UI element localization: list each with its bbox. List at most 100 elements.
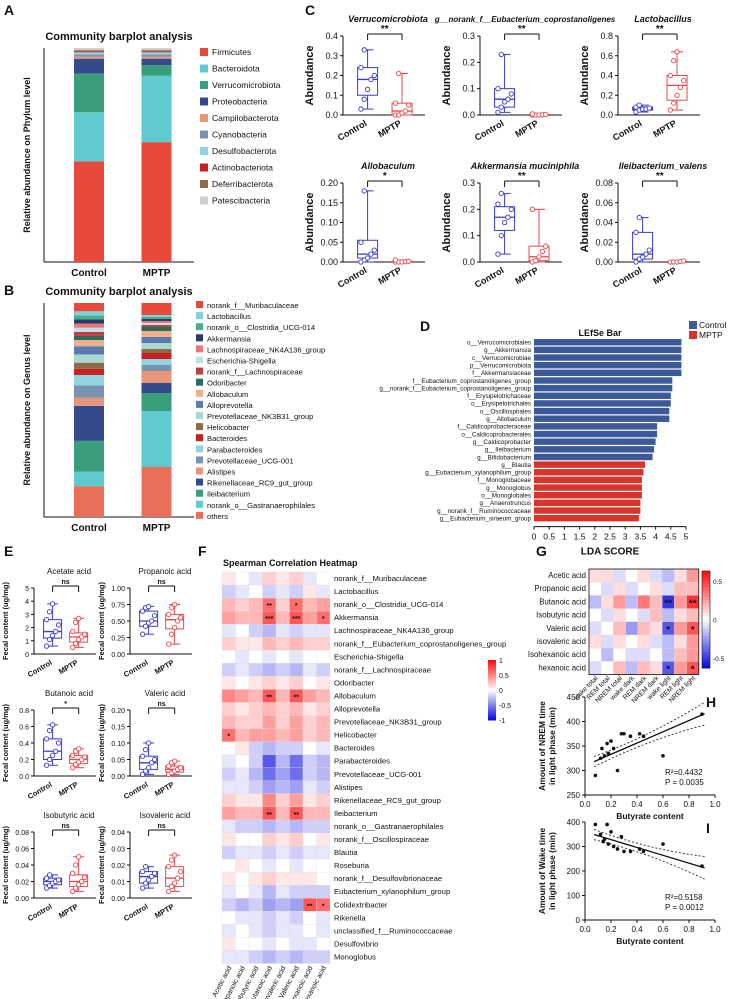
heat-cell <box>275 898 290 912</box>
legend-label: Helicobacter <box>207 423 250 432</box>
scale-step <box>702 574 710 578</box>
scale-step <box>702 619 710 624</box>
heat-cell <box>302 715 317 729</box>
lda-bar-label: g__Caldicoprobacter <box>473 439 531 446</box>
data-point <box>619 731 624 736</box>
data-point <box>72 619 79 625</box>
heat-cell <box>221 741 236 755</box>
row-label: Allobaculum <box>334 691 376 700</box>
x-tick-label: 4 <box>653 532 658 542</box>
data-point <box>358 239 364 245</box>
heat-cell <box>221 624 236 638</box>
legend-label: Patescibacteria <box>212 196 270 206</box>
scale-step <box>702 645 710 650</box>
legend-swatch <box>200 196 208 205</box>
heat-cell <box>248 637 263 651</box>
heat-cell <box>601 648 614 662</box>
y-tick-label: 250 <box>567 791 581 800</box>
y-tick-label: 0.50 <box>111 619 125 626</box>
data-point <box>643 251 649 257</box>
stack-segment <box>141 383 172 393</box>
data-point <box>661 842 665 846</box>
heat-cell <box>302 858 317 873</box>
y-axis-label: Abundance <box>579 193 591 253</box>
y-tick-label: 0.15 <box>320 198 338 208</box>
heat-cell <box>674 582 687 596</box>
lda-bar-label: g__Anaerotruncus <box>480 500 531 507</box>
stack-segment <box>74 471 104 487</box>
heat-cell <box>262 924 277 938</box>
box-iqr <box>357 67 379 96</box>
y-tick-label: 0.04 <box>111 830 125 837</box>
heat-cell <box>221 584 236 599</box>
y-axis-label: Abundance <box>441 193 453 253</box>
y-tick-label: 0.01 <box>111 880 125 887</box>
heat-cell <box>588 608 602 622</box>
heat-cell <box>262 571 277 586</box>
data-point <box>43 875 50 881</box>
heat-cell <box>248 702 263 716</box>
y-tick-label: 0.8 <box>600 31 613 41</box>
heat-cell <box>302 872 317 886</box>
data-point <box>368 251 374 257</box>
y-axis-label: in light phase (min) <box>547 832 557 910</box>
legend-label: Rikenellaceae_RC9_gut_group <box>207 479 313 488</box>
box-title: Akkermansia muciniphila <box>470 161 580 171</box>
row-label: norank_f__Lachnospiraceae <box>334 665 431 674</box>
heat-cell <box>262 898 277 912</box>
row-label: hexanoic acid <box>538 663 586 672</box>
x-tick-label: MPTP <box>57 658 80 676</box>
x-tick-label: 0.6 <box>657 925 669 934</box>
data-point <box>498 104 504 110</box>
legend-swatch <box>196 301 203 308</box>
heat-cell <box>289 937 304 951</box>
stack-segment <box>141 142 172 262</box>
heat-cell <box>262 767 277 781</box>
y-tick-label: 0.03 <box>111 847 125 854</box>
heat-cell <box>649 648 663 662</box>
lda-bar-label: f__Eubacterium_coprostanoligenes_group <box>413 378 532 385</box>
stack-segment <box>74 486 104 517</box>
data-point <box>677 84 684 91</box>
x-tick-label: MPTP <box>57 902 80 920</box>
stack-segment <box>74 52 104 55</box>
legend-label: norank_f__Muribaculaceae <box>207 301 299 310</box>
scale-step <box>488 692 496 695</box>
data-point <box>505 96 511 102</box>
heat-cell <box>613 634 626 649</box>
sig-mark: *** <box>265 616 273 623</box>
data-point <box>145 603 152 610</box>
y-tick-label: 0.1 <box>462 231 475 241</box>
legend-swatch <box>196 456 203 464</box>
data-point <box>606 751 611 756</box>
box-title: Isobutyric acid <box>43 811 94 820</box>
stack-segment <box>74 303 104 312</box>
data-point <box>628 849 633 854</box>
data-point <box>636 102 642 108</box>
heat-cell <box>289 872 304 886</box>
x-tick-label: Control <box>71 523 107 534</box>
heat-cell <box>248 624 263 638</box>
x-tick-label: MPTP <box>376 118 403 139</box>
data-point <box>361 188 367 194</box>
stack-segment <box>141 319 172 321</box>
data-point <box>498 233 504 239</box>
heat-cell <box>235 845 250 860</box>
heat-cell <box>235 741 250 755</box>
heat-cell <box>262 624 277 638</box>
stack-segment <box>141 50 172 52</box>
scale-step <box>488 680 496 683</box>
ci-band <box>593 702 705 757</box>
heat-cell <box>262 663 277 677</box>
row-label: Alloprevotella <box>334 705 381 714</box>
legend-swatch <box>196 489 203 497</box>
data-point <box>361 96 367 102</box>
row-label: unclassified_f__Ruminococcaceae <box>334 926 452 935</box>
heat-cell <box>248 571 263 586</box>
row-label: norank_f__Muribaculaceae <box>334 574 427 583</box>
legend-swatch <box>196 478 203 486</box>
heat-cell <box>316 702 331 716</box>
heat-cell <box>613 648 626 662</box>
heat-cell <box>674 648 687 662</box>
legend-label: Bacteroidota <box>212 64 260 74</box>
